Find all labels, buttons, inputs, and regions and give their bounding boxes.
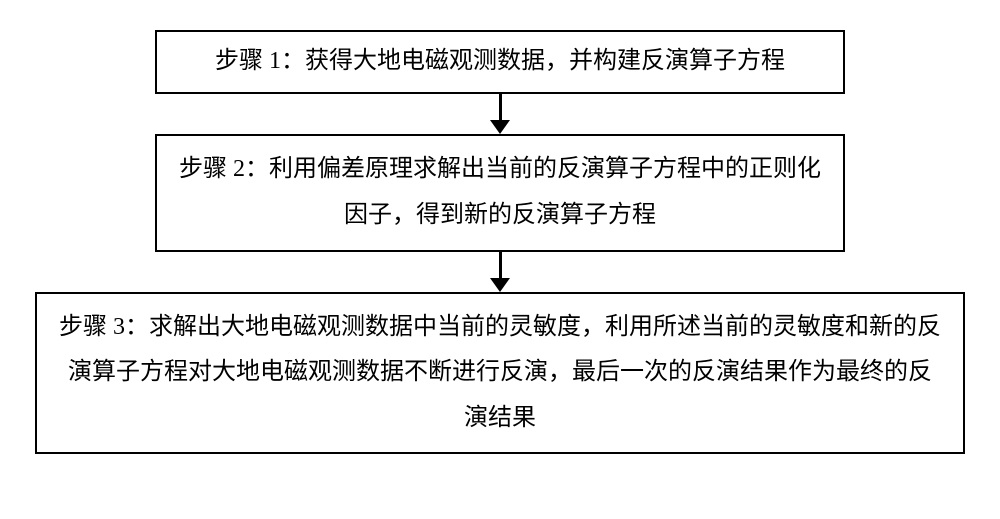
flow-step-3-text: 步骤 3：求解出大地电磁观测数据中当前的灵敏度，利用所述当前的灵敏度和新的反演算…: [57, 305, 943, 442]
arrow-head-icon: [490, 278, 510, 292]
flow-step-1-text: 步骤 1：获得大地电磁观测数据，并构建反演算子方程: [215, 39, 785, 85]
flow-step-1: 步骤 1：获得大地电磁观测数据，并构建反演算子方程: [155, 30, 845, 94]
arrow-head-icon: [490, 120, 510, 134]
arrow-line: [499, 252, 502, 278]
flow-step-2: 步骤 2：利用偏差原理求解出当前的反演算子方程中的正则化因子，得到新的反演算子方…: [155, 134, 845, 252]
flow-step-2-text: 步骤 2：利用偏差原理求解出当前的反演算子方程中的正则化因子，得到新的反演算子方…: [177, 147, 823, 238]
arrow-1-to-2: [490, 94, 510, 134]
arrow-2-to-3: [490, 252, 510, 292]
flow-step-3: 步骤 3：求解出大地电磁观测数据中当前的灵敏度，利用所述当前的灵敏度和新的反演算…: [35, 292, 965, 454]
arrow-line: [499, 94, 502, 120]
